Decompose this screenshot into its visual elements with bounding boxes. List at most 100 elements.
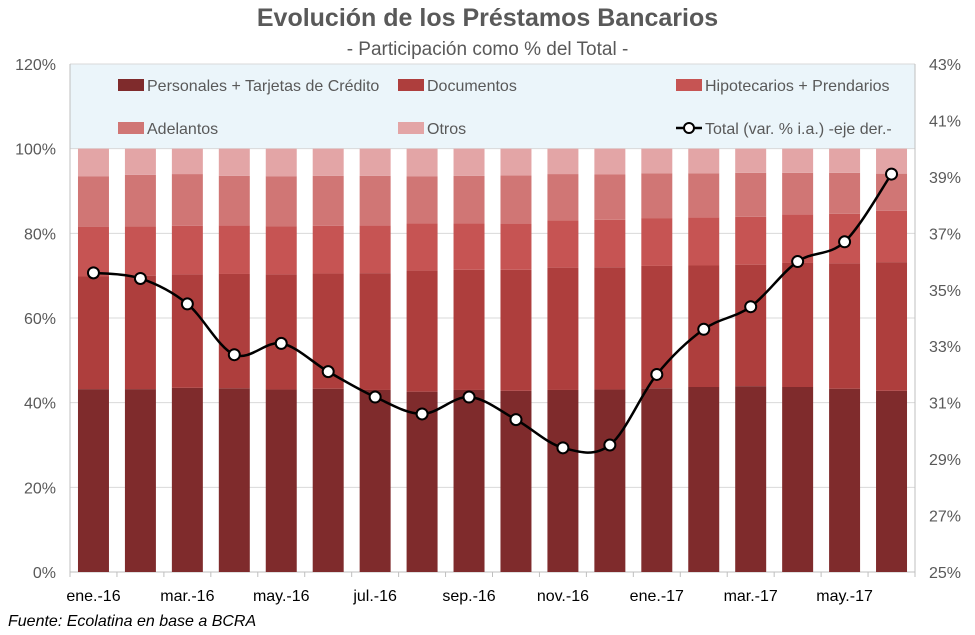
total-point — [227, 348, 241, 362]
bar-segment-2 — [876, 262, 908, 391]
bar-segment-4 — [453, 175, 485, 224]
bar-segment-2 — [594, 267, 626, 390]
bar-segment-1 — [735, 386, 767, 572]
y-left-tick-label: 20% — [24, 480, 56, 497]
bar-segment-4 — [829, 172, 861, 214]
legend-swatch-3 — [676, 79, 702, 91]
x-tick-label: ene.-16 — [66, 588, 120, 605]
y-left-tick-label: 60% — [24, 311, 56, 328]
bar-segment-1 — [453, 389, 485, 572]
bar-segment-4 — [735, 172, 767, 217]
bar-segment-2 — [453, 269, 485, 390]
bar-segment-5 — [829, 148, 861, 173]
y-right-tick-label: 35% — [929, 283, 961, 300]
bar-segment-5 — [688, 148, 720, 174]
total-point — [744, 300, 758, 314]
bar-segment-4 — [218, 175, 250, 226]
bar-segment-1 — [77, 389, 109, 572]
bar-segment-3 — [406, 223, 438, 271]
bar-segment-4 — [594, 174, 626, 220]
bar-segment-3 — [735, 216, 767, 265]
total-point — [133, 271, 147, 285]
bar-segment-5 — [124, 148, 156, 175]
bar-segment-3 — [312, 225, 344, 274]
bar-segment-2 — [782, 262, 814, 388]
bar-segment-4 — [312, 175, 344, 226]
bar-segment-4 — [406, 176, 438, 224]
bar-segment-2 — [77, 276, 109, 390]
legend-background — [70, 64, 915, 149]
bar-segment-1 — [688, 387, 720, 572]
y-right-tick-label: 41% — [929, 113, 961, 130]
x-tick-label: nov.-16 — [537, 588, 589, 605]
bar-segment-5 — [218, 148, 250, 176]
bar-segment-3 — [594, 219, 626, 268]
bar-segment-2 — [218, 273, 250, 389]
bar-segment-1 — [265, 389, 297, 572]
total-line — [93, 173, 893, 454]
x-tick-label: mar.-17 — [724, 588, 778, 605]
legend-label: Adelantos — [147, 121, 218, 138]
x-tick-label: may.-17 — [816, 588, 873, 605]
bar-segment-5 — [359, 148, 391, 176]
x-tick-label: mar.-16 — [160, 588, 214, 605]
total-point — [274, 336, 288, 350]
bar-segment-3 — [359, 225, 391, 274]
bar-segment-4 — [688, 173, 720, 218]
bar-segment-1 — [876, 390, 908, 572]
bar-segment-3 — [265, 226, 297, 275]
legend-swatch-1 — [118, 79, 144, 91]
bar-segment-1 — [829, 388, 861, 572]
bar-segment-1 — [594, 389, 626, 572]
y-left-tick-label: 120% — [15, 57, 56, 74]
legend-swatch-marker — [683, 122, 695, 134]
bar-segment-5 — [406, 148, 438, 177]
bar-segment-2 — [547, 267, 579, 390]
bar-segment-1 — [406, 391, 438, 572]
total-point — [603, 438, 617, 452]
bar-segment-3 — [218, 225, 250, 274]
total-point — [885, 167, 899, 181]
total-point — [509, 413, 523, 427]
bar-segment-1 — [218, 388, 250, 572]
bar-segment-1 — [359, 389, 391, 572]
total-point — [368, 390, 382, 404]
bar-segment-1 — [171, 387, 203, 572]
bar-segment-3 — [688, 217, 720, 266]
legend-swatch-5 — [398, 122, 424, 134]
bar-segment-1 — [124, 389, 156, 572]
x-tick-label: ene.-17 — [630, 588, 684, 605]
bar-segment-4 — [171, 174, 203, 226]
total-point — [180, 297, 194, 311]
source-note: Fuente: Ecolatina en base a BCRA — [8, 613, 257, 630]
legend-swatch-4 — [118, 122, 144, 134]
y-right-tick-label: 29% — [929, 452, 961, 469]
bar-segment-3 — [876, 210, 908, 263]
y-right-tick-label: 39% — [929, 170, 961, 187]
bar-segment-2 — [829, 263, 861, 389]
bar-segment-3 — [547, 220, 579, 268]
bar-segment-1 — [312, 388, 344, 572]
y-right-tick-label: 27% — [929, 509, 961, 526]
bar-segment-2 — [359, 273, 391, 390]
bar-segment-2 — [124, 275, 156, 390]
bar-segment-5 — [500, 148, 532, 176]
legend-label: Hipotecarios + Prendarios — [705, 78, 890, 95]
total-point — [86, 266, 100, 280]
bar-segment-4 — [641, 173, 673, 219]
bar-segment-5 — [594, 148, 626, 175]
y-right-tick-label: 31% — [929, 396, 961, 413]
y-left-tick-label: 100% — [15, 142, 56, 159]
legend-label: Total (var. % i.a.) -eje der.- — [705, 121, 892, 138]
bar-segment-1 — [547, 389, 579, 572]
y-right-tick-label: 37% — [929, 226, 961, 243]
bar-segment-4 — [77, 176, 109, 227]
total-point — [697, 322, 711, 336]
total-point — [415, 407, 429, 421]
bar-segment-4 — [500, 175, 532, 224]
total-point — [650, 367, 664, 381]
y-right-tick-label: 33% — [929, 339, 961, 356]
y-right-tick-label: 43% — [929, 57, 961, 74]
bar-segment-4 — [547, 174, 579, 221]
bar-segment-3 — [124, 226, 156, 276]
